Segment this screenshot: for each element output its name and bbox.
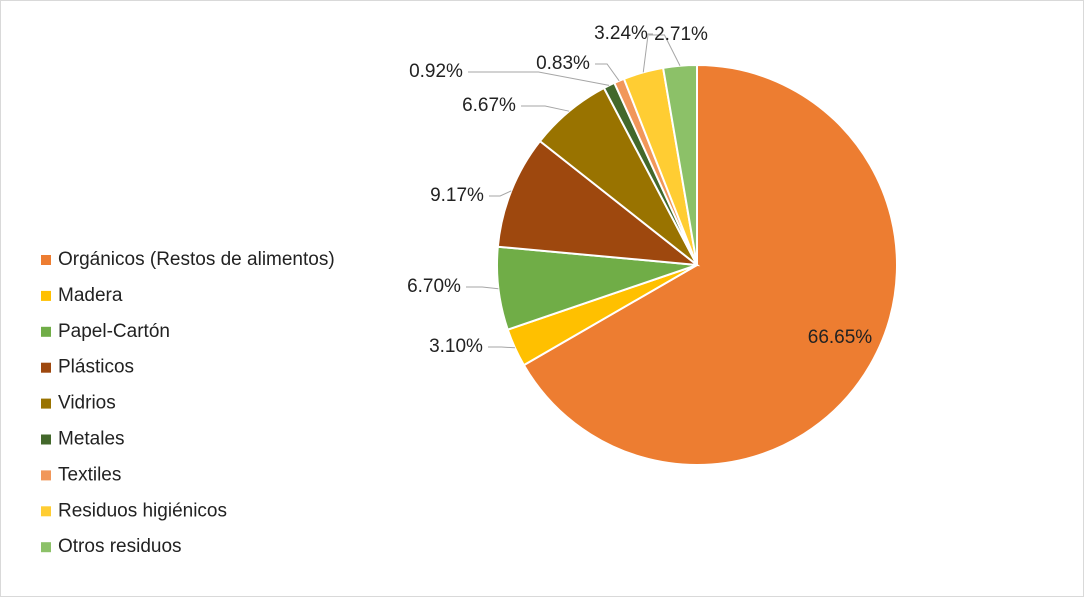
legend-label: Plásticos <box>58 357 134 378</box>
legend-label: Madera <box>58 285 123 306</box>
legend-label: Residuos higiénicos <box>58 500 227 521</box>
data-label: 0.92% <box>409 61 463 82</box>
legend-swatch <box>41 470 51 481</box>
leader-line <box>466 286 499 290</box>
legend-label: Metales <box>58 429 125 450</box>
legend-swatch <box>41 434 51 445</box>
legend-label: Vidrios <box>58 393 116 414</box>
legend-swatch <box>41 398 51 409</box>
leader-line <box>488 346 515 349</box>
data-label: 2.71% <box>654 24 708 45</box>
leader-line <box>649 34 681 66</box>
legend-swatch <box>41 542 51 553</box>
legend-label: Orgánicos (Restos de alimentos) <box>58 249 335 270</box>
legend-swatch <box>41 506 51 517</box>
data-label: 9.17% <box>430 185 484 206</box>
leader-line <box>642 33 653 73</box>
legend-swatch <box>41 290 51 301</box>
data-label: 6.70% <box>407 276 461 297</box>
legend-swatch <box>41 255 51 265</box>
legend-swatch <box>41 326 51 337</box>
leader-line <box>521 105 570 112</box>
legend-label: Papel-Cartón <box>58 321 170 342</box>
leader-line <box>595 63 620 82</box>
legend-swatch <box>41 362 51 373</box>
legend-label: Otros residuos <box>58 536 182 557</box>
legend-label: Textiles <box>58 464 121 485</box>
data-label: 0.83% <box>536 53 590 74</box>
pie-slice <box>522 63 898 466</box>
data-label: 3.10% <box>429 336 483 357</box>
leader-line <box>468 71 610 86</box>
leader-line <box>489 190 512 197</box>
data-label: 6.67% <box>462 95 516 116</box>
data-label: 66.65% <box>808 327 873 348</box>
data-label: 3.24% <box>594 23 648 44</box>
